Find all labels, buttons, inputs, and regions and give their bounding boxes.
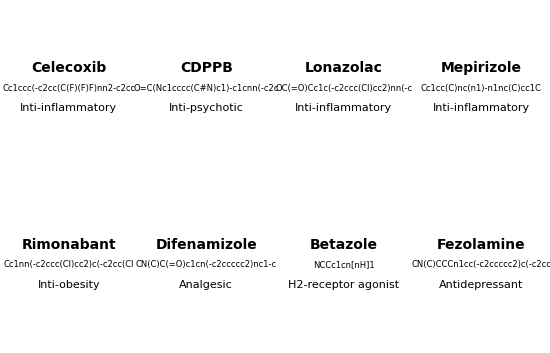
- Text: Cc1cc(C)nc(n1)-n1nc(C)cc1C: Cc1cc(C)nc(n1)-n1nc(C)cc1C: [421, 84, 542, 93]
- Text: H2-receptor agonist: H2-receptor agonist: [288, 280, 399, 290]
- Text: Inti-inflammatory: Inti-inflammatory: [20, 103, 117, 113]
- Text: Celecoxib: Celecoxib: [31, 61, 106, 75]
- Text: CDPPB: CDPPB: [180, 61, 233, 75]
- Text: O=C(Nc1cccc(C#N)c1)-c1cnn(-c2c: O=C(Nc1cccc(C#N)c1)-c1cnn(-c2c: [134, 84, 279, 93]
- Text: Inti-inflammatory: Inti-inflammatory: [433, 103, 530, 113]
- Text: CN(C)C(=O)c1cn(-c2ccccc2)nc1-c: CN(C)C(=O)c1cn(-c2ccccc2)nc1-c: [136, 260, 277, 269]
- Text: Fezolamine: Fezolamine: [437, 238, 526, 252]
- Text: Mepirizole: Mepirizole: [441, 61, 522, 75]
- Text: Inti-inflammatory: Inti-inflammatory: [295, 103, 392, 113]
- Text: Inti-obesity: Inti-obesity: [37, 280, 100, 290]
- Text: Cc1ccc(-c2cc(C(F)(F)F)nn2-c2cc: Cc1ccc(-c2cc(C(F)(F)F)nn2-c2cc: [2, 84, 135, 93]
- Text: Antidepressant: Antidepressant: [439, 280, 524, 290]
- Text: CN(C)CCCn1cc(-c2ccccc2)c(-c2cc: CN(C)CCCn1cc(-c2ccccc2)c(-c2cc: [411, 260, 550, 269]
- Text: Lonazolac: Lonazolac: [305, 61, 383, 75]
- Text: Inti-psychotic: Inti-psychotic: [169, 103, 244, 113]
- Text: Difenamizole: Difenamizole: [155, 238, 257, 252]
- Text: Analgesic: Analgesic: [179, 280, 233, 290]
- Text: Rimonabant: Rimonabant: [21, 238, 116, 252]
- Text: OC(=O)Cc1c(-c2ccc(Cl)cc2)nn(-c: OC(=O)Cc1c(-c2ccc(Cl)cc2)nn(-c: [275, 84, 412, 93]
- Text: NCCc1cn[nH]1: NCCc1cn[nH]1: [313, 260, 375, 269]
- Text: Cc1nn(-c2ccc(Cl)cc2)c(-c2cc(Cl: Cc1nn(-c2ccc(Cl)cc2)c(-c2cc(Cl: [3, 260, 134, 269]
- Text: Betazole: Betazole: [310, 238, 378, 252]
